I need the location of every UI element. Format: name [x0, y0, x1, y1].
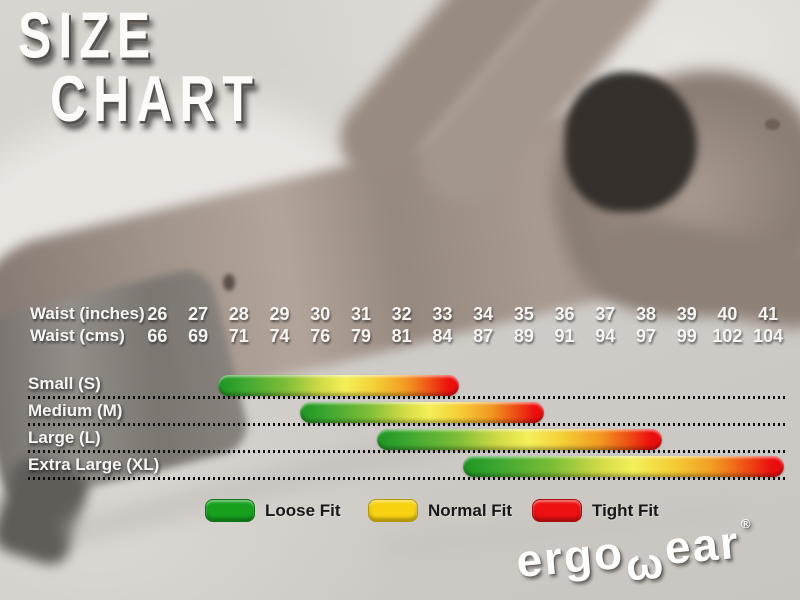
logo-text-post: ear — [662, 515, 742, 575]
dotted-separator — [28, 450, 786, 453]
measure-value: 39 — [676, 304, 697, 324]
measure-value: 36 — [554, 304, 575, 324]
measure-value: 66 — [147, 326, 168, 346]
measure-value: 104 — [753, 326, 784, 346]
model-arm-upper — [323, 0, 583, 196]
legend-swatch — [532, 499, 582, 522]
model-face — [556, 133, 716, 305]
size-row-label: Medium (M) — [28, 401, 123, 420]
measure-row-label: Waist (cms) — [30, 326, 125, 345]
measure-value: 71 — [228, 326, 249, 346]
measure-value: 89 — [513, 326, 534, 346]
model-nipple — [765, 119, 780, 130]
ergowear-logo: ergoωear® — [514, 514, 752, 591]
model-arm-forearm — [403, 0, 677, 221]
dotted-separator — [28, 477, 786, 480]
measure-value: 27 — [188, 304, 209, 324]
measure-value: 29 — [269, 304, 290, 324]
registered-mark: ® — [740, 515, 752, 532]
legend-label: Normal Fit — [428, 500, 513, 520]
measure-value: 84 — [432, 326, 453, 346]
legend-item: Normal Fit — [368, 499, 512, 522]
model-shoulder — [527, 42, 800, 343]
legend-item: Tight Fit — [532, 499, 659, 522]
measure-value: 34 — [473, 304, 494, 324]
model-hair — [565, 72, 697, 212]
measure-value: 33 — [432, 304, 453, 324]
dotted-separator — [28, 396, 786, 399]
legend-label: Loose Fit — [265, 500, 341, 520]
measure-value: 38 — [635, 304, 656, 324]
legend-swatch — [368, 499, 418, 522]
measure-value: 40 — [717, 304, 738, 324]
dotted-separator — [28, 423, 786, 426]
measure-value: 91 — [554, 326, 575, 346]
page-title: SIZE CHART — [18, 3, 260, 136]
measure-values: 66 69 71 74 76 79 81 84 87 89 91 94 97 99 102 104 — [137, 326, 789, 347]
measure-value: 26 — [147, 304, 168, 324]
size-range-bar — [218, 375, 459, 396]
size-row-label: Large (L) — [28, 428, 101, 447]
model-navel — [223, 274, 235, 291]
measure-values: 26 27 28 29 30 31 32 33 34 35 36 37 38 39 40 41 — [137, 304, 789, 325]
measure-value: 30 — [310, 304, 331, 324]
measure-value: 94 — [595, 326, 616, 346]
measure-value: 76 — [310, 326, 331, 346]
title-line2: CHART — [50, 62, 260, 136]
measure-value: 99 — [676, 326, 697, 346]
measure-row: Waist (cms) 66 69 71 74 76 79 81 84 87 89 91 94 97 99 1… — [0, 326, 800, 348]
legend-item: Loose Fit — [205, 499, 341, 522]
measure-value: 28 — [228, 304, 249, 324]
logo-w-glyph: ω — [623, 538, 668, 591]
size-range-bar — [299, 402, 545, 423]
title-line1: SIZE — [18, 0, 158, 72]
size-range-bar — [377, 429, 663, 450]
measure-value: 37 — [595, 304, 616, 324]
legend-swatch — [205, 499, 255, 522]
measure-value: 41 — [758, 304, 779, 324]
measure-value: 87 — [473, 326, 494, 346]
logo-text-pre: ergo — [514, 525, 626, 588]
size-row-label: Extra Large (XL) — [28, 455, 160, 474]
measure-value: 35 — [513, 304, 534, 324]
size-range-bar — [462, 456, 785, 477]
measure-value: 97 — [635, 326, 656, 346]
measure-value: 81 — [391, 326, 412, 346]
legend-label: Tight Fit — [592, 500, 659, 520]
measure-row: Waist (inches) 26 27 28 29 30 31 32 33 34 35 36 37 38… — [0, 304, 800, 326]
measure-value: 74 — [269, 326, 290, 346]
measure-row-label: Waist (inches) — [30, 304, 145, 323]
measure-value: 69 — [188, 326, 209, 346]
measure-value: 32 — [391, 304, 412, 324]
size-row-label: Small (S) — [28, 374, 101, 393]
measure-value: 31 — [350, 304, 371, 324]
measure-value: 79 — [350, 326, 371, 346]
measure-value: 102 — [712, 326, 743, 346]
